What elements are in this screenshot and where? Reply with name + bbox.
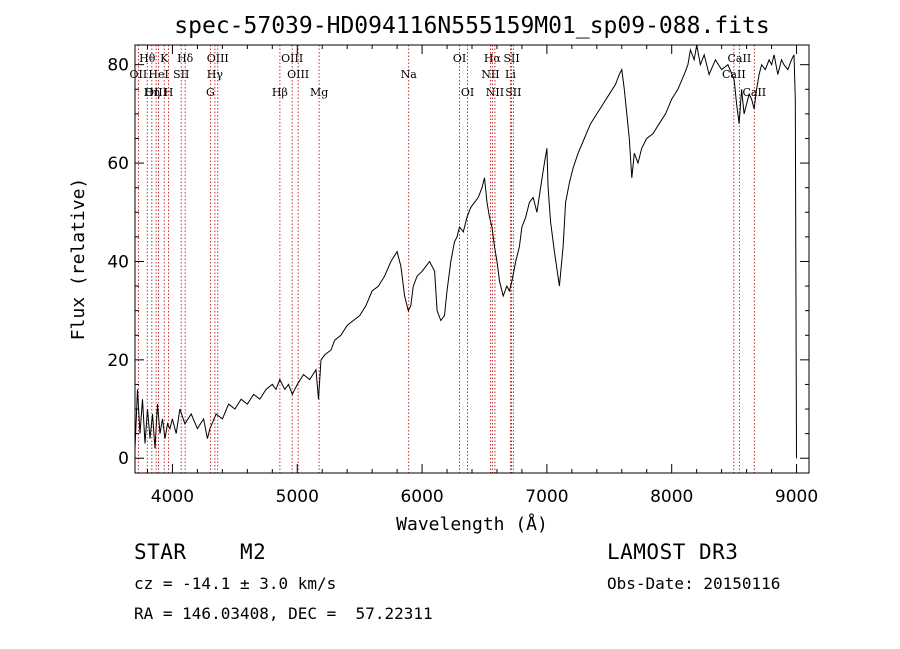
y-tick-label: 60 (107, 154, 129, 174)
line-marker-label: OIII (145, 86, 167, 99)
observation-date: Obs-Date: 20150116 (607, 574, 781, 593)
line-marker-label: NII (486, 86, 504, 99)
x-tick-label: 5000 (276, 487, 319, 507)
line-marker-label: OIII (281, 52, 303, 65)
flux-series-line (134, 44, 797, 459)
line-marker-label: OIII (287, 68, 309, 81)
x-tick-label: 4000 (151, 487, 194, 507)
series-group (134, 44, 797, 459)
x-tick-label: 7000 (525, 487, 568, 507)
line-marker-label: CaII (722, 68, 746, 81)
redshift-cz: cz = -14.1 ± 3.0 km/s (134, 574, 337, 593)
line-marker-label: Hα (484, 52, 502, 65)
survey-name: LAMOST DR3 (607, 540, 739, 564)
line-marker-label: Hγ (207, 68, 224, 81)
line-marker-label: SII (503, 52, 519, 65)
line-marker-label: K (160, 52, 169, 65)
x-axis-ticks: 4000 5000 6000 7000 8000 9000 (146, 45, 818, 507)
plot-frame (134, 44, 810, 474)
line-marker-label: HeI (148, 68, 168, 81)
line-marker-label: Li (505, 68, 516, 81)
line-marker-label: Hθ (139, 52, 156, 65)
line-marker-label: Mg (310, 86, 328, 99)
line-marker-label: H (164, 86, 174, 99)
line-marker-label: SII (173, 68, 189, 81)
line-marker-label: OI (461, 86, 474, 99)
object-class: STAR (134, 540, 187, 564)
line-marker-label: CaII (742, 86, 766, 99)
line-marker-label: Hβ (272, 86, 288, 99)
x-tick-label: 9000 (775, 487, 818, 507)
y-axis-ticks: 0 20 40 60 80 (107, 56, 809, 469)
chart-title: spec-57039-HD094116N555159M01_sp09-088.f… (174, 13, 769, 39)
y-tick-label: 0 (118, 449, 129, 469)
x-tick-label: 8000 (650, 487, 693, 507)
line-marker-label: CaII (728, 52, 752, 65)
y-axis-label: Flux (relative) (68, 178, 89, 341)
y-tick-label: 20 (107, 351, 129, 371)
x-axis-label: Wavelength (Å) (396, 513, 548, 535)
line-marker-label: SII (505, 86, 521, 99)
y-tick-label: 40 (107, 252, 129, 272)
line-marker-label: OI (453, 52, 466, 65)
line-marker-label: Hη (144, 86, 160, 99)
x-tick-label: 6000 (400, 487, 443, 507)
line-marker-label: OIII (207, 52, 229, 65)
object-subclass: M2 (240, 540, 267, 564)
line-marker-label: Hδ (177, 52, 194, 65)
line-marker-label: OII (130, 68, 148, 81)
y-tick-label: 80 (107, 56, 129, 76)
line-marker-label: NII (481, 68, 499, 81)
coordinates: RA = 146.03408, DEC = 57.22311 (134, 604, 433, 623)
line-marker-label: Na (401, 68, 418, 81)
line-marker-label: G (206, 86, 215, 99)
